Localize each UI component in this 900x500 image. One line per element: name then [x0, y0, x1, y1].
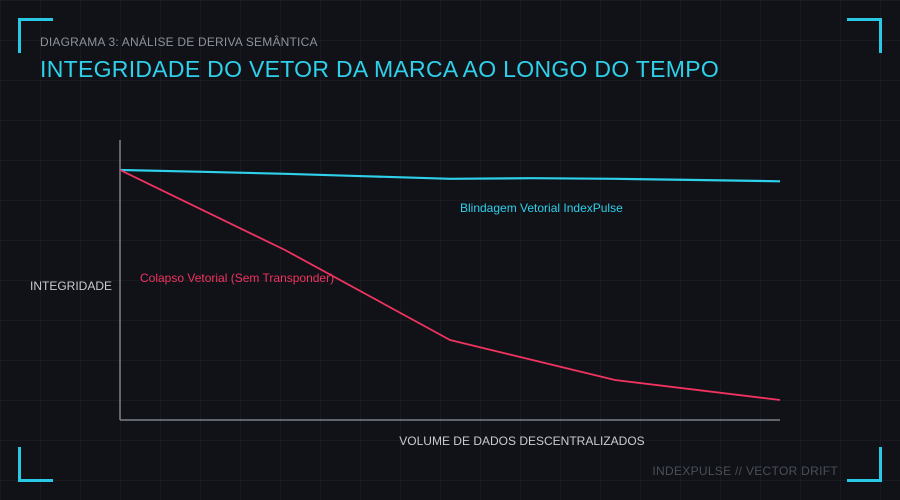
- series-layer: [119, 168, 781, 401]
- frame-corner-top-right: [847, 18, 882, 53]
- series-line-indexpulse: [119, 168, 781, 183]
- series-label-collapse: Colapso Vetorial (Sem Transponder): [140, 271, 334, 285]
- x-axis-label: VOLUME DE DADOS DESCENTRALIZADOS: [399, 434, 644, 448]
- frame-corner-bottom-left: [18, 447, 53, 482]
- chart-title: INTEGRIDADE DO VETOR DA MARCA AO LONGO D…: [40, 56, 720, 82]
- chart-subtitle: DIAGRAMA 3: ANÁLISE DE DERIVA SEMÂNTICA: [40, 35, 318, 49]
- series-line-collapse: [119, 169, 781, 401]
- series-label-indexpulse: Blindagem Vetorial IndexPulse: [460, 201, 623, 215]
- y-axis-label: INTEGRIDADE: [30, 279, 112, 293]
- frame-corner-bottom-right: [847, 447, 882, 482]
- footer-brand: INDEXPULSE // VECTOR DRIFT: [652, 464, 838, 478]
- frame-corner-top-left: [18, 18, 53, 53]
